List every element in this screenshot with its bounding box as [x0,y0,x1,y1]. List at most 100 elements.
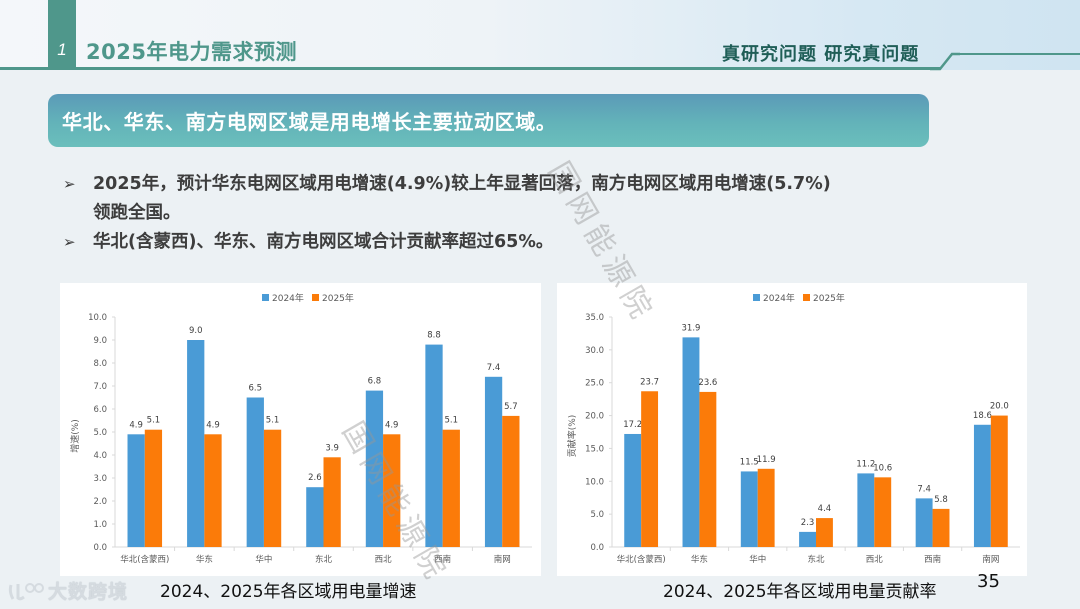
bar-group: 7.4 5.7 [484,363,520,547]
data-label: 6.8 [368,377,382,387]
data-label: 5.8 [934,495,948,505]
x-tick-label: 南网 [494,554,511,565]
y-axis-label: 增速(%) [69,419,81,453]
y-tick-label: 10.0 [585,477,604,487]
bar [624,433,642,547]
legend-label: 2025年 [322,292,354,304]
bar [799,531,816,547]
data-label: 11.2 [856,459,875,469]
data-label: 23.7 [640,377,659,387]
data-label: 8.8 [427,331,441,341]
page-number: 35 [977,571,1000,592]
bar [246,397,264,547]
data-label: 4.9 [385,420,399,430]
data-label: 2.6 [308,473,322,483]
x-tick-label: 东北 [807,554,825,565]
y-tick-label: 0.0 [93,543,107,553]
chart-legend: 2024年 2025年 [262,292,354,304]
bar [973,424,991,547]
data-label: 4.4 [818,504,832,514]
bar [144,429,163,547]
bullet-list: ➢ 2025年，预计华东电网区域用电增速(4.9%)较上年显著回落，南方电网区域… [63,170,1023,257]
bar [383,434,401,547]
header-divider [952,53,1080,55]
bar [857,473,875,547]
bar [915,498,933,547]
header-divider [0,67,380,70]
x-tick-label: 西北 [866,555,884,565]
x-tick-label: 西北 [375,555,393,565]
x-tick-label: 华东 [196,554,213,565]
x-tick-label: 华中 [749,554,766,565]
bar [699,391,717,547]
bullet-text-continued: 领跑全国。 [93,203,181,223]
y-tick-label: 15.0 [585,444,604,454]
chart-caption-contribution: 2024、2025年各区域用电量贡献率 [663,582,937,602]
y-tick-label: 1.0 [93,520,107,530]
bar-chart-contribution: 2024年 2025年 0.0 5.0 10.0 15.0 20.0 25.0 30.0 35.0… [566,292,1020,565]
bar-group: 11.511.9 [740,455,776,547]
chart-contribution-rate: 2024年 2025年 0.0 5.0 10.0 15.0 20.0 25.0 30.0 35.0… [557,283,1027,576]
bar-group: 6.8 4.9 [365,377,401,547]
y-tick-label: 5.0 [590,510,604,520]
x-tick-label: 华东 [691,554,708,565]
data-label: 17.2 [623,420,642,430]
bar [306,487,324,547]
slide-header: 1 2025年电力需求预测 真研究问题 研究真问题 [0,0,1080,70]
x-tick-label: 南网 [982,554,999,565]
bar [682,337,700,547]
bar [484,376,503,547]
data-label: 10.6 [873,463,892,473]
legend-swatch [312,294,319,301]
chart-caption-growth: 2024、2025年各区域用电量增速 [160,582,417,602]
bar-group: 9.0 4.9 [187,326,222,547]
bar-group: 8.8 5.1 [425,331,460,547]
data-label: 5.1 [266,416,280,426]
y-tick-label: 2.0 [93,497,107,507]
x-tick-label: 华中 [255,554,272,565]
bar [641,391,659,547]
bar-group: 4.9 5.1 [127,416,163,547]
bullet-text: 2025年，预计华东电网区域用电增速(4.9%)较上年显著回落，南方电网区域用电… [93,174,831,194]
bar-group: 11.210.6 [856,459,892,547]
data-label: 20.0 [990,402,1009,412]
y-tick-label: 6.0 [93,405,107,415]
bar [990,415,1008,547]
data-label: 5.1 [147,416,161,426]
y-tick-label: 35.0 [585,313,604,323]
legend-label: 2025年 [813,292,845,304]
x-tick-label: 西南 [924,554,941,565]
data-label: 18.6 [973,411,992,421]
bar-group: 17.2 23.7 [623,377,659,547]
banner-text: 华北、华东、南方电网区域是用电增长主要拉动区域。 [62,110,557,134]
y-tick-label: 20.0 [585,412,604,422]
y-tick-label: 3.0 [93,474,107,484]
data-label: 6.5 [249,384,263,394]
chart-legend: 2024年 2025年 [753,292,845,304]
bullet-item: ➢ 2025年，预计华东电网区域用电增速(4.9%)较上年显著回落，南方电网区域… [63,170,1023,199]
data-label: 11.9 [757,455,776,465]
bar [502,415,520,547]
legend-swatch [803,294,810,301]
data-label: 4.9 [206,420,220,430]
y-tick-label: 9.0 [93,336,107,346]
bar-group: 7.45.8 [915,484,950,547]
bar [365,390,384,547]
bar [187,340,205,547]
x-tick-label: 东北 [315,554,333,565]
bar [323,457,341,547]
y-tick-label: 10.0 [88,313,107,323]
data-label: 23.6 [698,378,717,388]
legend-swatch [753,294,760,301]
y-tick-label: 7.0 [93,382,107,392]
bar [263,429,282,547]
y-tick-label: 4.0 [93,451,107,461]
bar-group: 18.620.0 [973,402,1009,547]
x-tick-label: 华北(含蒙西) [617,554,666,565]
slogan: 真研究问题 研究真问题 [722,44,920,65]
bar [442,429,460,547]
data-label: 7.4 [487,363,501,373]
key-message-banner: 华北、华东、南方电网区域是用电增长主要拉动区域。 [48,94,929,147]
data-label: 11.5 [740,457,759,467]
bar [425,344,443,547]
